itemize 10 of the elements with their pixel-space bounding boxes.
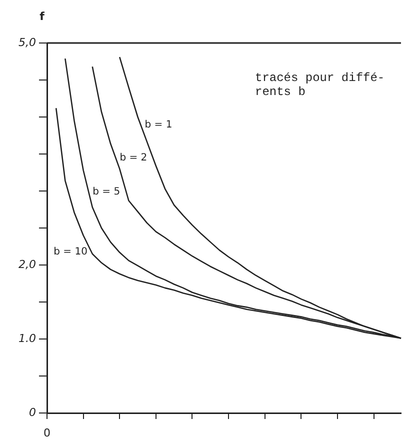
y-tick-label: 2,0 — [18, 258, 36, 271]
series-label: b = 5 — [92, 186, 120, 198]
annotation: tracés pour diffé- rents b — [255, 71, 385, 100]
series-label: b = 2 — [120, 152, 148, 164]
series-label: b = 10 — [54, 246, 88, 258]
y-tick-label: 1.0 — [18, 332, 36, 345]
series-label: b = 1 — [144, 120, 172, 131]
y-tick-label: 5,0 — [18, 36, 36, 49]
y-axis-title: f — [40, 10, 45, 23]
y-tick-label: 0 — [29, 406, 36, 419]
